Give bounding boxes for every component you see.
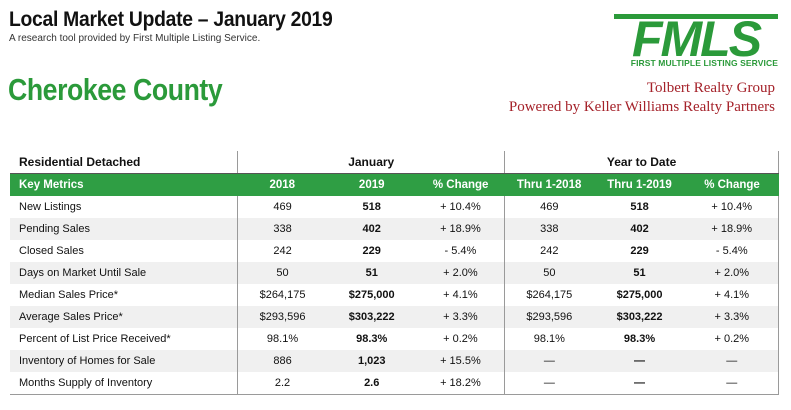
month-2018-value: 242 <box>237 240 327 262</box>
table-row: Days on Market Until Sale 50 51 + 2.0% 50 51 +… <box>10 262 779 284</box>
month-2019-value: 2.6 <box>326 372 417 395</box>
ytd-2018-value: 242 <box>504 240 594 262</box>
month-2019-value: $275,000 <box>348 289 395 301</box>
logo-speed-line <box>614 14 778 19</box>
metric-label: Days on Market Until Sale <box>10 262 238 284</box>
col-header-metric: Key Metrics <box>19 179 84 191</box>
metric-label: Closed Sales <box>19 245 84 257</box>
month-2018-value: 469 <box>237 196 327 218</box>
col-header-2018: 2018 <box>269 179 296 191</box>
month-2019-value: 402 <box>326 218 417 240</box>
month-2018-value: 2.2 <box>237 372 327 395</box>
table-row: Median Sales Price* $264,175 $275,000 + 4.1… <box>10 284 779 306</box>
page-subtitle: A research tool provided by First Multip… <box>9 33 261 44</box>
ytd-change-value: + 4.1% <box>685 284 779 306</box>
agent-block: Tolbert Realty Group Powered by Keller W… <box>509 79 775 117</box>
ytd-2019-value: $275,000 <box>616 289 663 301</box>
month-2018-value: 50 <box>237 262 327 284</box>
month-2019-value: 51 <box>326 262 417 284</box>
month-change-value: + 4.1% <box>443 289 478 301</box>
ytd-2019-value: — <box>593 350 686 372</box>
month-2019-value: $303,222 <box>326 306 417 328</box>
table-row: Average Sales Price* $293,596 $303,222 + 3.… <box>10 306 779 328</box>
ytd-2018-value: $293,596 <box>504 306 594 328</box>
ytd-2018-value: — <box>504 372 594 395</box>
col-header-ytd-change: % Change <box>704 179 760 191</box>
ytd-2019-value: 229 <box>630 245 649 257</box>
report-header: Local Market Update – January 2019 A res… <box>9 8 361 44</box>
ytd-2019-value: 98.3% <box>623 333 656 345</box>
month-2018-value: 886 <box>237 350 327 372</box>
ytd-2018-value: 98.1% <box>504 328 594 350</box>
agent-name: Tolbert Realty Group <box>646 80 775 96</box>
month-2018-value: 98.1% <box>237 328 327 350</box>
month-2018-value: $264,175 <box>237 284 327 306</box>
month-change-value: + 10.4% <box>440 201 481 213</box>
metric-label: Inventory of Homes for Sale <box>10 350 238 372</box>
ytd-2019-value: — <box>593 372 686 395</box>
metric-label: Months Supply of Inventory <box>10 372 238 395</box>
ytd-2019-value: 518 <box>630 201 649 213</box>
logo-caption: FIRST MULTIPLE LISTING SERVICE <box>630 58 778 68</box>
ytd-2018-value: $264,175 <box>504 284 594 306</box>
month-change-value: + 18.2% <box>416 372 505 395</box>
month-change-value: + 18.9% <box>416 218 505 240</box>
month-change-value: + 15.5% <box>416 350 505 372</box>
page-title: Local Market Update – January 2019 <box>9 8 333 31</box>
month-change-value: + 3.3% <box>416 306 505 328</box>
metric-label: Percent of List Price Received* <box>19 333 171 345</box>
ytd-2019-value: 51 <box>593 262 686 284</box>
ytd-2018-value: 338 <box>504 218 594 240</box>
col-header-month-change: % Change <box>432 179 489 191</box>
table-row: Months Supply of Inventory 2.2 2.6 + 18.2% —… <box>10 372 779 395</box>
col-header-2019: 2019 <box>358 179 385 191</box>
ytd-change-value: + 0.2% <box>685 328 779 350</box>
table-row: Pending Sales 338 402 + 18.9% 338 402 + 18.9% <box>10 218 779 240</box>
month-change-value: - 5.4% <box>444 245 477 257</box>
month-2018-value: 338 <box>237 218 327 240</box>
ytd-2019-value: $303,222 <box>593 306 686 328</box>
ytd-change-value: + 18.9% <box>685 218 779 240</box>
month-2019-value: 1,023 <box>326 350 417 372</box>
table-row: Percent of List Price Received* 98.1% 98.3… <box>10 328 779 350</box>
month-2019-value: 98.3% <box>356 333 388 345</box>
metric-label: New Listings <box>19 201 82 213</box>
county-title: Cherokee County <box>8 72 223 107</box>
table-row: Closed Sales 242 229 - 5.4% 242 229 - 5.4% <box>10 240 779 262</box>
column-header-row: Key Metrics 2018 2019 % Change Thru 1-20… <box>10 173 779 196</box>
month-change-value: + 0.2% <box>443 333 478 345</box>
metric-label: Pending Sales <box>10 218 238 240</box>
ytd-2018-value: 50 <box>504 262 594 284</box>
ytd-change-value: - 5.4% <box>685 240 779 262</box>
metric-label: Median Sales Price* <box>19 289 119 301</box>
fmls-logo: FMLS <box>614 11 778 67</box>
table-row: New Listings 469 518 + 10.4% 469 518 + 10.4% <box>10 196 779 218</box>
ytd-change-value: — <box>685 350 779 372</box>
ytd-change-value: + 10.4% <box>685 196 779 218</box>
ytd-2019-value: 402 <box>593 218 686 240</box>
logo-wordmark: FMLS <box>632 11 762 67</box>
ytd-2018-value: 469 <box>504 196 594 218</box>
ytd-change-value: — <box>685 372 779 395</box>
ytd-2018-value: — <box>504 350 594 372</box>
market-metrics-table: Residential Detached January Year to Dat… <box>10 151 779 395</box>
month-change-value: + 2.0% <box>416 262 505 284</box>
ytd-change-value: + 3.3% <box>685 306 779 328</box>
table-group-header: Residential Detached January Year to Dat… <box>10 151 779 174</box>
group-ytd: Year to Date <box>504 151 779 174</box>
ytd-change-value: + 2.0% <box>685 262 779 284</box>
agent-brokerage: Powered by Keller Williams Realty Partne… <box>508 99 775 115</box>
metric-label: Average Sales Price* <box>10 306 238 328</box>
col-header-ytd-2018: Thru 1-2018 <box>516 179 582 191</box>
section-label: Residential Detached <box>10 151 238 174</box>
col-header-ytd-2019: Thru 1-2019 <box>607 179 672 191</box>
table-row: Inventory of Homes for Sale 886 1,023 + 15.… <box>10 350 779 372</box>
month-2018-value: $293,596 <box>237 306 327 328</box>
month-2019-value: 229 <box>362 245 381 257</box>
month-2019-value: 518 <box>362 201 381 213</box>
group-month: January <box>237 151 505 174</box>
